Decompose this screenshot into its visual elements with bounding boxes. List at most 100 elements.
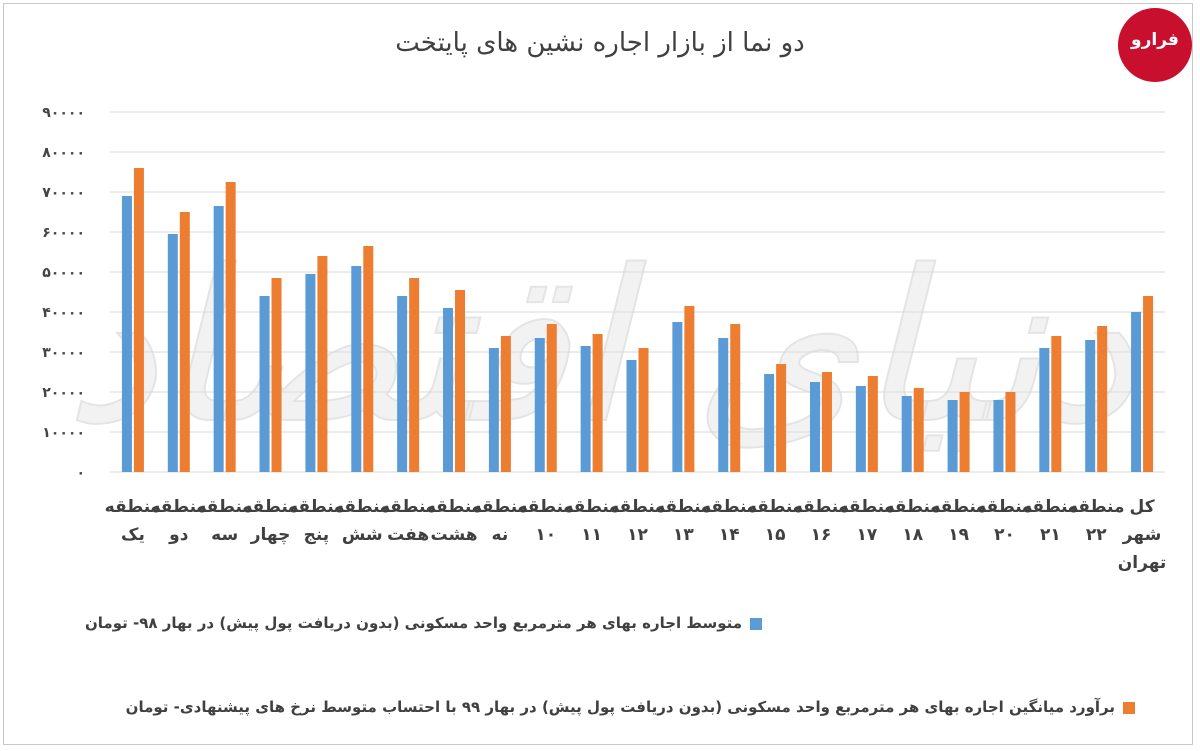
x-tick-label: منطقه — [1068, 497, 1125, 517]
x-tick-label: منطقه — [105, 497, 162, 517]
x-tick-label: کل — [1130, 497, 1155, 517]
bar-series-2 — [867, 376, 878, 472]
x-tick-label: هشت — [430, 525, 477, 545]
bar-series-2 — [913, 388, 924, 472]
x-tick-label: ۱۶ — [811, 525, 832, 545]
bar-series-1 — [764, 374, 775, 472]
bar-series-1 — [397, 296, 408, 472]
x-tick-label: یک — [121, 525, 145, 545]
bar-series-1 — [580, 346, 591, 472]
x-tick-label: سه — [211, 525, 238, 545]
x-tick-label: ۲۲ — [1086, 525, 1107, 545]
x-tick-label: منطقه — [196, 497, 253, 517]
y-tick-label: ۱۰۰۰۰ — [42, 425, 85, 441]
bar-series-1 — [626, 360, 637, 472]
x-tick-label: ۱۳ — [673, 525, 694, 545]
x-tick-label: منطقه — [793, 497, 850, 517]
bar-series-1 — [993, 400, 1004, 472]
bar-series-2 — [409, 278, 420, 472]
bar-series-2 — [455, 290, 466, 472]
legend-label-series-1: متوسط اجاره بهای هر مترمربع واحد مسکونی … — [85, 614, 743, 632]
x-tick-label: منطقه — [930, 497, 987, 517]
bar-series-2 — [1143, 296, 1154, 472]
x-tick-label: منطقه — [563, 497, 620, 517]
bar-series-1 — [901, 396, 912, 472]
x-tick-label: منطقه — [517, 497, 574, 517]
bar-series-1 — [305, 274, 316, 472]
legend-item-series-2: برآورد میانگین اجاره بهای هر مترمربع واح… — [85, 696, 1135, 718]
x-tick-label: ۱۰ — [535, 525, 556, 545]
y-tick-label: ۷۰۰۰۰ — [42, 185, 85, 201]
bar-series-2 — [684, 306, 695, 472]
y-tick-label: ۸۰۰۰۰ — [42, 145, 85, 161]
bar-series-2 — [133, 168, 144, 472]
x-tick-label: منطقه — [1022, 497, 1079, 517]
x-tick-label: منطقه — [839, 497, 896, 517]
bar-series-1 — [718, 338, 729, 472]
x-tick-label: هفت — [387, 525, 429, 545]
bar-series-1 — [1039, 348, 1050, 472]
bar-series-1 — [351, 266, 362, 472]
legend-item-series-1: متوسط اجاره بهای هر مترمربع واحد مسکونی … — [85, 612, 763, 634]
x-tick-label: ۱۸ — [902, 525, 923, 545]
x-tick-label: نه — [492, 525, 509, 545]
x-tick-label: تهران — [1118, 553, 1167, 573]
y-tick-label: ۹۰۰۰۰ — [42, 105, 85, 121]
x-tick-label: منطقه — [747, 497, 804, 517]
bar-series-1 — [488, 348, 499, 472]
chart-frame — [3, 3, 1193, 745]
bar-series-1 — [121, 196, 132, 472]
x-tick-label: ۱۵ — [765, 525, 786, 545]
bar-series-2 — [776, 364, 787, 472]
x-tick-label: منطقه — [655, 497, 712, 517]
x-tick-label: منطقه — [472, 497, 529, 517]
x-tick-label: منطقه — [426, 497, 483, 517]
x-tick-label: منطقه — [609, 497, 666, 517]
bar-series-2 — [1097, 326, 1108, 472]
bar-series-2 — [546, 324, 557, 472]
bar-series-2 — [730, 324, 741, 472]
legend-swatch-blue — [750, 617, 763, 630]
x-tick-label: چهار — [250, 525, 291, 545]
legend-label-series-2: برآورد میانگین اجاره بهای هر مترمربع واح… — [125, 698, 1115, 716]
bar-series-2 — [317, 256, 328, 472]
bar-series-1 — [947, 400, 958, 472]
y-tick-label: ۳۰۰۰۰ — [42, 345, 85, 361]
x-tick-label: ۱۹ — [948, 525, 969, 545]
x-tick-label: ۱۲ — [627, 525, 648, 545]
bar-series-2 — [959, 392, 970, 472]
bar-series-2 — [1051, 336, 1062, 472]
bar-series-1 — [259, 296, 270, 472]
bar-series-2 — [225, 182, 236, 472]
bar-series-2 — [592, 334, 603, 472]
bar-series-1 — [672, 322, 683, 472]
bar-series-1 — [443, 308, 454, 472]
bar-series-1 — [1085, 340, 1096, 472]
brand-logo-text: فرارو — [1131, 30, 1179, 50]
x-tick-label: منطقه — [334, 497, 391, 517]
x-tick-label: ۱۷ — [856, 525, 877, 545]
y-tick-label: ۴۰۰۰۰ — [42, 305, 85, 321]
x-tick-label: ۲۱ — [1040, 525, 1061, 545]
bar-series-2 — [179, 212, 190, 472]
bar-series-1 — [1131, 312, 1142, 472]
x-tick-label: شهر — [1122, 525, 1162, 545]
bar-series-2 — [638, 348, 649, 472]
y-tick-label: ۰ — [76, 465, 85, 481]
x-tick-label: منطقه — [976, 497, 1033, 517]
y-tick-label: ۲۰۰۰۰ — [42, 385, 85, 401]
x-tick-label: منطقه — [884, 497, 941, 517]
x-tick-label: منطقه — [151, 497, 208, 517]
x-tick-label: منطقه — [288, 497, 345, 517]
x-tick-label: دو — [168, 525, 189, 545]
bar-series-2 — [363, 246, 374, 472]
x-tick-label: شش — [342, 525, 383, 545]
bar-series-2 — [500, 336, 511, 472]
x-tick-label: ۲۰ — [994, 525, 1015, 545]
y-tick-label: ۶۰۰۰۰ — [42, 225, 85, 241]
brand-logo[interactable]: فرارو — [1118, 8, 1192, 82]
bar-series-2 — [821, 372, 832, 472]
x-tick-label: منطقه — [242, 497, 299, 517]
bar-series-1 — [534, 338, 545, 472]
